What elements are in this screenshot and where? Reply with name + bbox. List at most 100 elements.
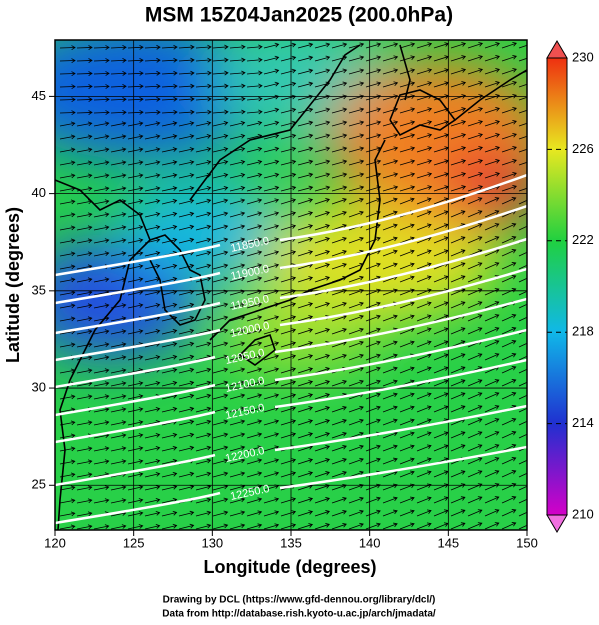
wind-arrow (314, 458, 330, 465)
wind-arrow (144, 250, 161, 257)
wind-arrow (297, 302, 314, 309)
wind-arrow (110, 71, 127, 76)
wind-arrow (501, 132, 517, 140)
wind-arrow (518, 524, 527, 530)
wind-arrow (348, 133, 365, 140)
wind-arrow (263, 198, 280, 205)
wind-arrow (433, 42, 450, 49)
wind-arrow (433, 185, 450, 192)
wind-arrow (484, 470, 500, 478)
wind-arrow (229, 419, 246, 426)
wind-arrow (280, 159, 297, 166)
wind-arrow (178, 121, 195, 127)
wind-arrow (59, 134, 76, 140)
wind-arrow (127, 96, 144, 102)
wind-arrow (331, 301, 347, 309)
wind-arrow (348, 470, 364, 478)
wind-arrow (263, 146, 280, 153)
wind-arrow (161, 289, 178, 296)
wind-arrow (501, 327, 517, 335)
wind-arrow (246, 393, 263, 400)
wind-arrow (263, 68, 280, 75)
wind-arrow (518, 277, 527, 283)
wind-arrow (501, 314, 517, 322)
wind-arrow (110, 316, 127, 322)
wind-arrow (501, 444, 517, 452)
wind-arrow (280, 198, 297, 205)
wind-arrow (161, 263, 178, 270)
wind-arrow (365, 42, 382, 49)
wind-arrow (348, 405, 364, 413)
wind-arrow (518, 433, 527, 439)
wind-arrow (501, 509, 517, 517)
wind-arrow (161, 432, 178, 439)
wind-arrow (433, 172, 450, 179)
wind-arrow (365, 262, 381, 270)
wind-arrow (365, 210, 381, 218)
wind-arrow (161, 302, 178, 309)
wind-arrow (127, 186, 144, 192)
wind-arrow (365, 197, 381, 205)
wind-arrow (348, 366, 364, 374)
wind-arrow (416, 522, 432, 530)
wind-arrow (450, 275, 466, 283)
wind-arrow (178, 44, 195, 50)
wind-arrow (195, 341, 212, 348)
field: 11850.011900.011950.012000.012050.012100… (55, 40, 527, 530)
wind-arrow (467, 509, 483, 517)
wind-arrow (144, 432, 161, 439)
wind-arrow (382, 340, 398, 348)
wind-arrow (59, 58, 76, 64)
wind-arrow (110, 433, 127, 439)
wind-arrow (399, 81, 416, 88)
credit-line: Data from http://database.rish.kyoto-u.a… (162, 609, 436, 620)
wind-arrow (59, 303, 76, 309)
wind-arrow (59, 420, 76, 426)
wind-arrow (76, 199, 93, 205)
wind-arrow (229, 367, 246, 374)
wind-arrow (331, 288, 347, 296)
wind-arrow (59, 485, 76, 491)
wind-arrow (450, 379, 466, 387)
wind-arrow (212, 302, 229, 309)
wind-arrow (297, 237, 314, 244)
wind-arrow (399, 42, 416, 49)
wind-arrow (229, 432, 246, 439)
wind-arrow (365, 457, 381, 465)
wind-arrow (416, 55, 433, 62)
wind-arrow (59, 199, 76, 205)
wind-arrow (518, 70, 527, 75)
wind-arrow (467, 42, 484, 49)
x-tick-label: 130 (201, 535, 223, 550)
wind-arrow (365, 288, 381, 296)
wind-arrow (365, 107, 382, 114)
wind-arrow (229, 380, 246, 387)
wind-arrow (212, 445, 229, 452)
wind-arrow (314, 55, 331, 62)
wind-arrow (331, 159, 348, 166)
wind-arrow (229, 497, 246, 504)
wind-arrow (195, 160, 212, 166)
wind-arrow (297, 120, 314, 127)
wind-arrow (331, 418, 347, 426)
wind-arrow (76, 134, 93, 140)
wind-arrow (212, 380, 229, 387)
wind-arrow (127, 83, 144, 89)
wind-arrow (263, 42, 280, 49)
wind-arrow (263, 81, 280, 88)
wind-arrow (314, 107, 331, 114)
wind-arrow (59, 251, 76, 257)
wind-arrow (280, 276, 297, 283)
wind-arrow (263, 523, 280, 530)
wind-arrow (195, 523, 212, 530)
wind-arrow (484, 327, 500, 335)
wind-arrow (484, 146, 500, 153)
wind-arrow (297, 172, 314, 179)
wind-arrow (399, 470, 415, 478)
wind-arrow (331, 236, 347, 244)
wind-arrow (93, 160, 110, 166)
wind-arrow (110, 446, 127, 452)
wind-arrow (348, 522, 364, 530)
wind-arrow (416, 496, 432, 504)
wind-arrow (365, 496, 381, 504)
